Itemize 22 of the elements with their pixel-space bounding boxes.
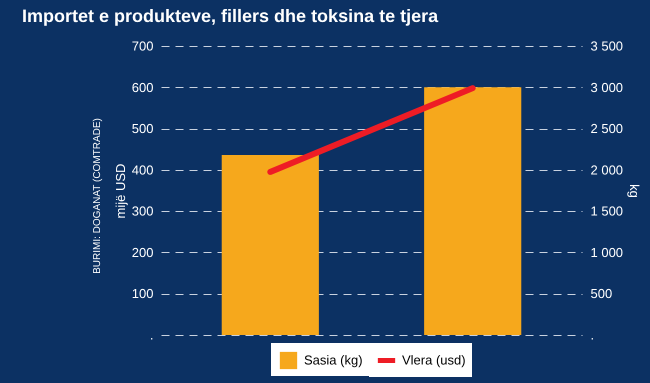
text: BURIMI: DOGANAT (COMTRADE) [92, 118, 103, 274]
y-tick-label: 300 [132, 204, 154, 219]
y-tick-label: 100 [132, 286, 154, 302]
y-tick-label: 600 [132, 80, 154, 95]
y2-tick-label: 2 000 [590, 162, 624, 178]
legend-label: Sasia (kg) [304, 352, 363, 368]
y2-tick-label: 2 500 [590, 121, 624, 136]
y2-axis-title: kg [627, 184, 642, 198]
legend-label: Vlera (usd) [402, 352, 466, 368]
y2-tick-label: 1 500 [590, 204, 624, 219]
y2-tick-label: 3 000 [590, 80, 624, 95]
y2-tick-label: 3 500 [590, 38, 624, 54]
y-tick-label: . [150, 328, 154, 342]
y2-tick-label: 500 [590, 286, 612, 302]
y-tick-label: 200 [132, 244, 154, 260]
y-tick-label: 500 [132, 121, 154, 136]
y2-tick-label: . [590, 328, 594, 342]
chart-title: Importet e produkteve, fillers dhe toksina te tjera [22, 6, 440, 26]
y2-tick-label: 1 000 [590, 244, 624, 260]
y-axis-title: mijë USD [112, 164, 128, 218]
y-tick-label: 700 [132, 38, 154, 54]
y-tick-label: 400 [132, 162, 154, 178]
